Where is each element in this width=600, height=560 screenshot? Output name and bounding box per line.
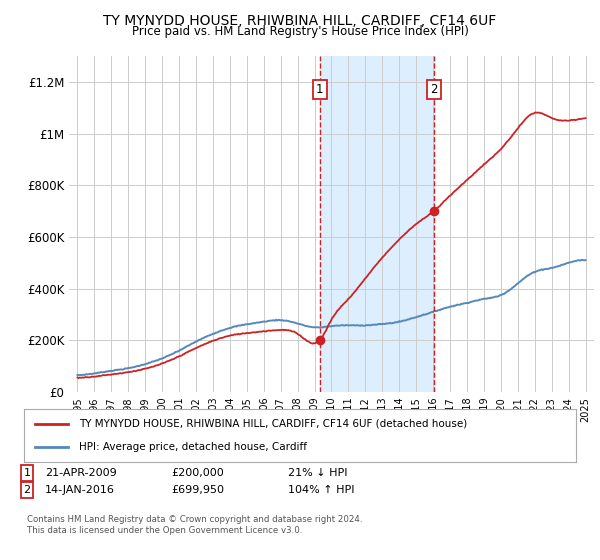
Text: 1: 1: [316, 83, 323, 96]
Text: £200,000: £200,000: [171, 468, 224, 478]
Text: £699,950: £699,950: [171, 485, 224, 495]
Bar: [320, 56, 434, 392]
Text: HPI: Average price, detached house, Cardiff: HPI: Average price, detached house, Card…: [79, 442, 307, 452]
Text: 104% ↑ HPI: 104% ↑ HPI: [288, 485, 355, 495]
Text: TY MYNYDD HOUSE, RHIWBINA HILL, CARDIFF, CF14 6UF: TY MYNYDD HOUSE, RHIWBINA HILL, CARDIFF,…: [103, 14, 497, 28]
Text: 2: 2: [430, 83, 438, 96]
Text: 21% ↓ HPI: 21% ↓ HPI: [288, 468, 347, 478]
Text: Price paid vs. HM Land Registry's House Price Index (HPI): Price paid vs. HM Land Registry's House …: [131, 25, 469, 38]
Text: 21-APR-2009: 21-APR-2009: [45, 468, 117, 478]
Text: This data is licensed under the Open Government Licence v3.0.: This data is licensed under the Open Gov…: [27, 526, 302, 535]
Text: TY MYNYDD HOUSE, RHIWBINA HILL, CARDIFF, CF14 6UF (detached house): TY MYNYDD HOUSE, RHIWBINA HILL, CARDIFF,…: [79, 419, 467, 429]
Text: 14-JAN-2016: 14-JAN-2016: [45, 485, 115, 495]
Text: Contains HM Land Registry data © Crown copyright and database right 2024.: Contains HM Land Registry data © Crown c…: [27, 515, 362, 524]
Text: 1: 1: [23, 468, 31, 478]
Text: 2: 2: [23, 485, 31, 495]
